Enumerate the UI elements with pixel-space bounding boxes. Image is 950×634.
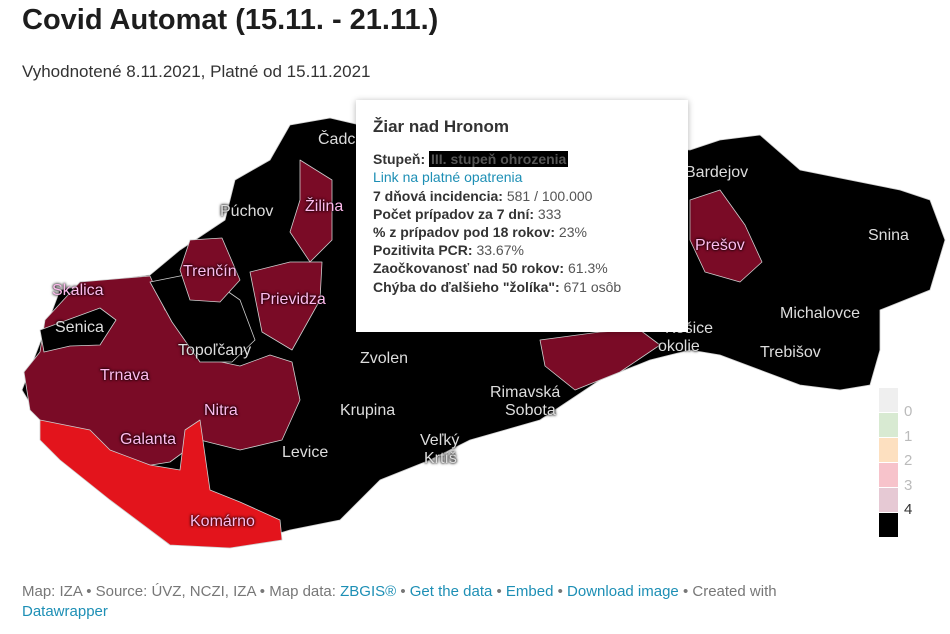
opatrenia-link[interactable]: Link na platné opatrenia: [373, 169, 523, 186]
separator: •: [396, 583, 410, 600]
map-label: Trenčín: [183, 263, 237, 280]
map-label: Čadca: [318, 131, 365, 148]
row-label: Počet prípadov za 7 dní:: [373, 205, 535, 222]
row-label: % z prípadov pod 18 rokov:: [373, 224, 556, 241]
separator: •: [492, 583, 506, 600]
map-label: Topoľčany: [178, 342, 252, 359]
row-value: 581 / 100.000: [506, 187, 593, 204]
map-label: Veľký: [420, 432, 460, 449]
separator: •: [553, 583, 568, 600]
row-label: 7 dňová incidencia:: [373, 187, 503, 204]
map-label: Krupina: [340, 402, 396, 419]
legend-label: 4: [904, 501, 913, 518]
map-label: Michalovce: [780, 305, 861, 322]
row-value: 671 osôb: [563, 278, 622, 295]
footer: Map: IZA • Source: ÚVZ, NCZI, IZA • Map …: [22, 582, 902, 622]
map-label: Nitra: [204, 402, 238, 419]
footer-source: Map: IZA • Source: ÚVZ, NCZI, IZA • Map …: [22, 583, 341, 600]
row-value: 61.3%: [568, 260, 608, 277]
stupen-badge: III. stupeň ohrozenia: [429, 151, 569, 168]
map-label: Skalica: [52, 282, 104, 299]
region-trencin[interactable]: [179, 237, 241, 303]
map-label: Senica: [55, 319, 104, 336]
row-value: 23%: [558, 224, 587, 241]
map-label: Púchov: [220, 203, 274, 220]
map-label: Rimavská: [490, 384, 561, 401]
region-prievidza[interactable]: [249, 261, 323, 351]
download-image-link[interactable]: Download image: [567, 583, 679, 600]
map-label: Zvolen: [360, 350, 409, 367]
legend-label: 0: [904, 403, 913, 420]
row-value: 33.67%: [476, 242, 524, 259]
legend-swatch: [879, 438, 898, 463]
region-level4-senica[interactable]: [39, 307, 117, 353]
region-tooltip: Žiar nad Hronom Stupeň: III. stupeň ohro…: [356, 100, 688, 332]
map-label: Prievidza: [260, 291, 326, 308]
map-label: Sobota: [505, 402, 556, 419]
legend-label: 1: [904, 428, 913, 445]
map-label: Prešov: [695, 237, 745, 254]
map-label: Žilina: [305, 198, 344, 215]
color-legend: 0 1 2 3 4: [879, 388, 912, 538]
page-subtitle: Vyhodnotené 8.11.2021, Platné od 15.11.2…: [22, 62, 371, 81]
legend-swatch: [879, 488, 898, 513]
embed-link[interactable]: Embed: [505, 583, 554, 600]
tooltip-title: Žiar nad Hronom: [373, 117, 510, 136]
legend-label: 3: [904, 477, 913, 494]
page-title: Covid Automat (15.11. - 21.11.): [22, 4, 439, 36]
get-data-link[interactable]: Get the data: [409, 583, 493, 600]
map-label: Komárno: [190, 513, 255, 530]
map-label: Trnava: [100, 367, 150, 384]
stupen-label: Stupeň:: [373, 151, 426, 168]
row-label: Chýba do ďalšieho "žolíka":: [373, 278, 560, 295]
legend-swatch: [879, 388, 898, 413]
zbgis-link[interactable]: ZBGIS®: [340, 583, 397, 600]
map-label: Snina: [868, 227, 909, 244]
legend-swatch: [879, 463, 898, 488]
row-label: Zaočkovanosť nad 50 rokov:: [373, 260, 565, 277]
region-presov[interactable]: [689, 189, 763, 283]
footer-created-with: • Created with: [678, 583, 777, 600]
legend-label: 2: [904, 452, 913, 469]
map-label: Krtíš: [424, 450, 457, 467]
map-label: okolie: [658, 338, 700, 355]
legend-swatch: [879, 513, 898, 538]
row-value: 333: [537, 205, 562, 222]
map-label: Trebišov: [760, 344, 821, 361]
datawrapper-link[interactable]: Datawrapper: [22, 603, 108, 620]
map-label: Levice: [282, 444, 329, 461]
region-level2-south[interactable]: [39, 419, 283, 549]
map-label: Galanta: [120, 431, 177, 448]
map-label: Bardejov: [685, 164, 749, 181]
legend-swatch: [879, 413, 898, 438]
row-label: Pozitivita PCR:: [373, 242, 473, 259]
region-zilina[interactable]: [289, 159, 333, 263]
